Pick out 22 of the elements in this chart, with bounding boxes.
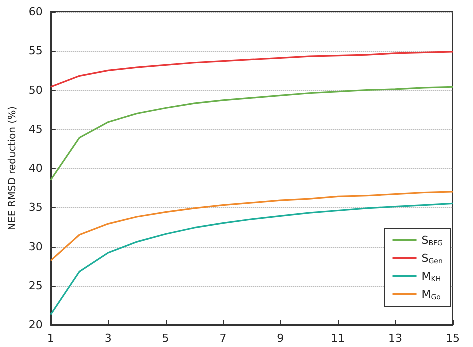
x-tick-label: 15	[446, 332, 460, 345]
x-tick-label: 13	[388, 332, 403, 345]
line-series	[50, 86, 454, 182]
y-tick-label: 35	[28, 201, 43, 214]
y-tick-label: 50	[28, 84, 43, 97]
y-tick-label: 45	[28, 122, 43, 136]
x-tick-label: 3	[104, 332, 112, 345]
x-tick-label: 9	[277, 332, 284, 345]
x-tick-label: 1	[47, 332, 54, 345]
x-tick-label: 7	[220, 332, 227, 345]
y-tick-label: 55	[28, 44, 43, 58]
y-tick-label: 20	[28, 318, 43, 332]
x-tick-label: 5	[162, 332, 170, 345]
line-series	[50, 202, 454, 316]
line-series	[50, 51, 454, 88]
line-series	[50, 191, 454, 262]
y-tick-label: 40	[28, 162, 43, 175]
x-tick-label: 11	[331, 332, 346, 345]
y-tick-label: 30	[28, 240, 43, 254]
y-tick-label: 25	[28, 279, 43, 292]
y-axis-title: NEE RMSD reduction (%)	[8, 106, 18, 230]
y-tick-label: 60	[28, 6, 43, 18]
